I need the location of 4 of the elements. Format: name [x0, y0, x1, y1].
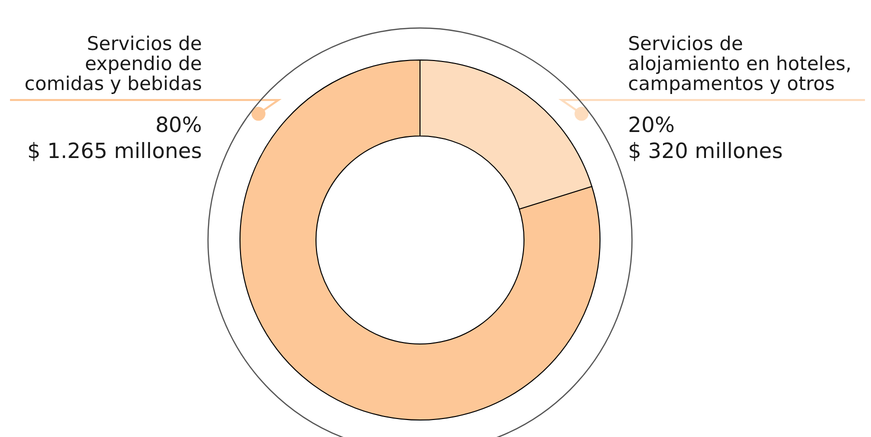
data-label: 80% $ 1.265 millones — [27, 113, 202, 163]
slice-label: Servicios de alojamiento en hoteles, campamentos y otros — [628, 33, 852, 95]
data-label: 20% $ 320 millones — [628, 113, 783, 163]
slice-label: Servicios de expendio de comidas y bebidas — [24, 33, 202, 95]
